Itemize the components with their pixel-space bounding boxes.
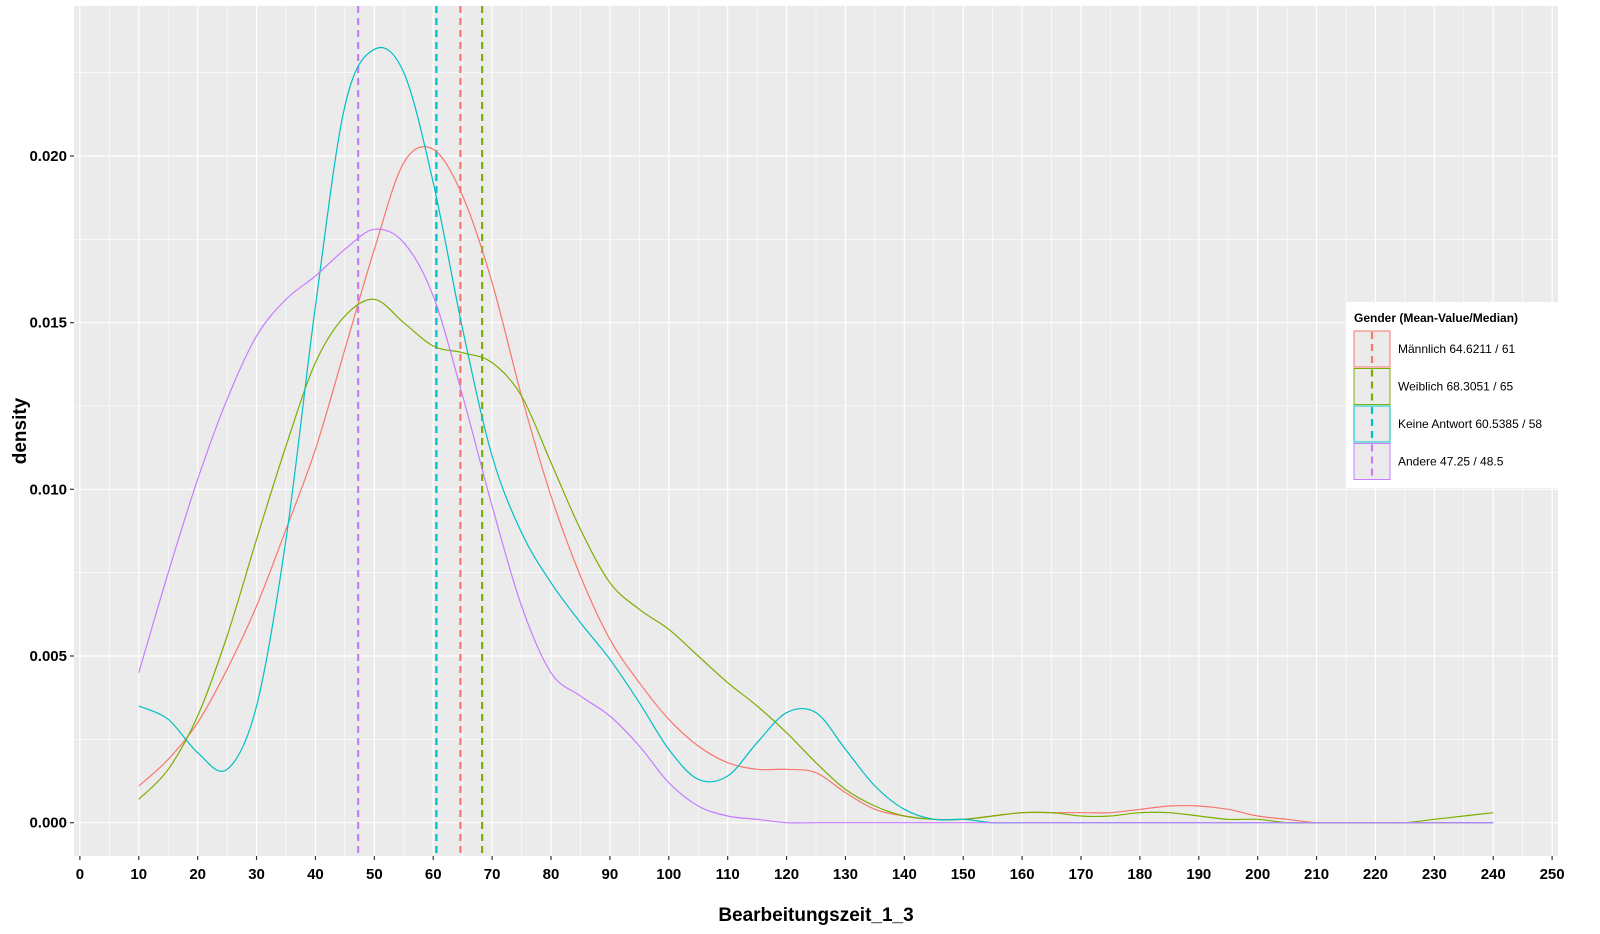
x-tick-label: 50 — [366, 866, 383, 883]
y-tick-label: 0.000 — [29, 815, 67, 832]
density-curves — [138, 46, 1494, 824]
x-tick-label: 150 — [951, 866, 976, 883]
x-axis: 0 10 20 30 40 50 60 70 80 90 100 110 120 130 140 150 160… — [76, 856, 1565, 883]
x-tick-label: 160 — [1010, 866, 1035, 883]
x-tick-label: 0 — [76, 866, 84, 883]
density-curve — [138, 228, 1494, 824]
legend-label: Weiblich 68.3051 / 65 — [1398, 380, 1514, 394]
y-tick-label: 0.015 — [29, 315, 67, 332]
x-tick-label: 90 — [602, 866, 619, 883]
x-tick-label: 120 — [774, 866, 799, 883]
x-tick-label: 100 — [656, 866, 681, 883]
y-tick-label: 0.005 — [29, 648, 67, 665]
x-tick-label: 130 — [833, 866, 858, 883]
density-curve — [138, 298, 1494, 824]
legend-label: Andere 47.25 / 48.5 — [1398, 455, 1504, 469]
x-tick-label: 30 — [248, 866, 265, 883]
y-axis: 0.000 0.005 0.010 0.015 0.020 — [29, 148, 74, 832]
x-tick-label: 140 — [892, 866, 917, 883]
x-tick-label: 20 — [189, 866, 206, 883]
legend-title: Gender (Mean-Value/Median) — [1354, 311, 1518, 325]
x-tick-label: 40 — [307, 866, 324, 883]
y-tick-label: 0.020 — [29, 148, 67, 165]
x-tick-label: 80 — [543, 866, 560, 883]
y-tick-label: 0.010 — [29, 481, 67, 498]
x-axis-title: Bearbeitungszeit_1_3 — [718, 905, 913, 926]
x-tick-label: 190 — [1186, 866, 1211, 883]
grid-lines — [74, 6, 1558, 856]
x-tick-label: 70 — [484, 866, 501, 883]
legend-items: Männlich 64.6211 / 61 Weiblich 68.3051 / … — [1353, 330, 1542, 480]
x-tick-label: 60 — [425, 866, 442, 883]
x-tick-label: 220 — [1363, 866, 1388, 883]
legend-label: Männlich 64.6211 / 61 — [1398, 342, 1516, 356]
x-tick-label: 230 — [1422, 866, 1447, 883]
x-tick-label: 200 — [1245, 866, 1270, 883]
x-tick-label: 110 — [716, 866, 740, 883]
legend: Gender (Mean-Value/Median) Männlich 64.6… — [1346, 302, 1562, 488]
density-curve — [138, 146, 1494, 824]
mean-lines — [357, 6, 484, 856]
x-tick-label: 250 — [1540, 866, 1565, 883]
y-axis-title: density — [10, 397, 31, 464]
x-tick-label: 180 — [1127, 866, 1152, 883]
x-tick-label: 170 — [1068, 866, 1093, 883]
legend-label: Keine Antwort 60.5385 / 58 — [1398, 417, 1542, 431]
x-tick-label: 10 — [130, 866, 147, 883]
x-tick-label: 210 — [1304, 866, 1329, 883]
x-tick-label: 240 — [1481, 866, 1506, 883]
